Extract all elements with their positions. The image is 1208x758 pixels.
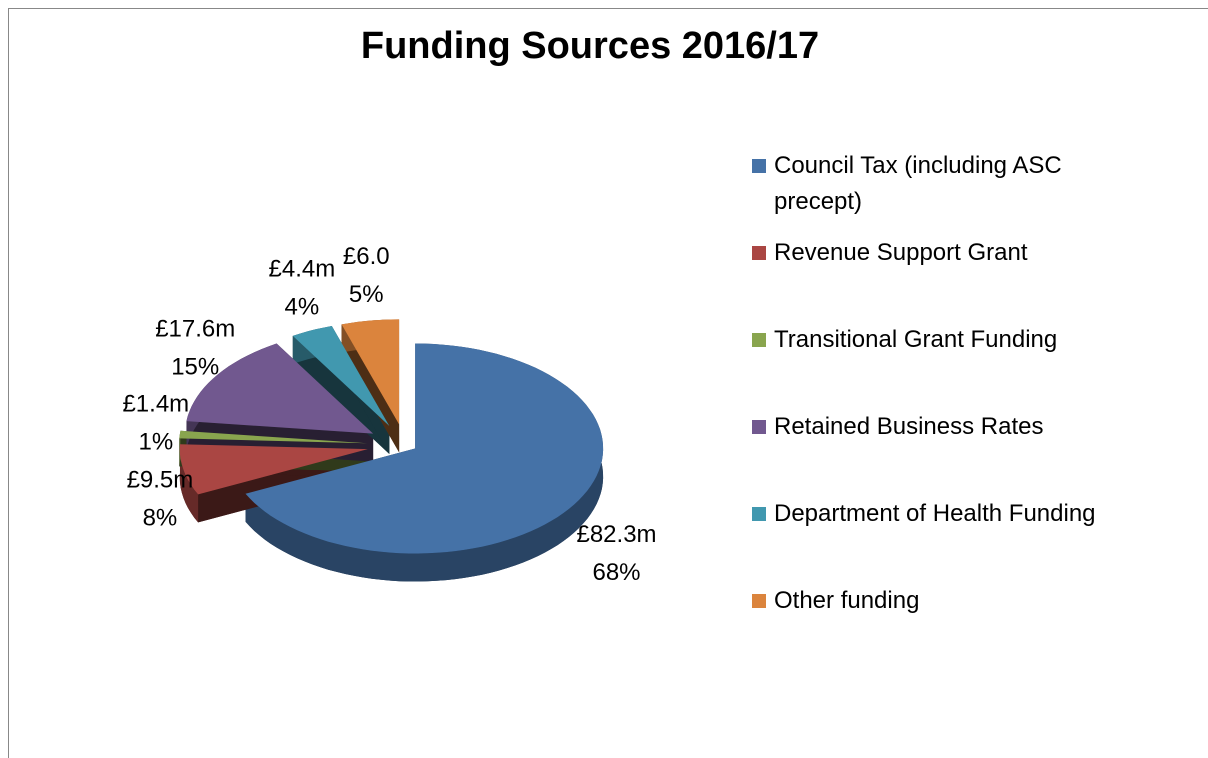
- data-label: 8%: [143, 504, 178, 531]
- slice: [179, 444, 368, 495]
- legend-item: Council Tax (including ASC precept): [752, 148, 1122, 220]
- legend-item: Retained Business Rates: [752, 409, 1122, 445]
- chart-frame: [8, 8, 1208, 758]
- legend-item: Department of Health Funding: [752, 496, 1122, 532]
- slice: [186, 343, 374, 434]
- data-label: £4.4m: [269, 256, 336, 283]
- legend-item: Transitional Grant Funding: [752, 322, 1122, 358]
- slice: [179, 430, 368, 444]
- data-label: 5%: [349, 281, 384, 308]
- legend-label: Retained Business Rates: [774, 413, 1044, 440]
- data-label: 68%: [592, 559, 640, 586]
- data-label: £17.6m: [155, 315, 235, 342]
- legend-item: Revenue Support Grant: [752, 235, 1122, 271]
- legend-swatch: [752, 594, 766, 608]
- slice-wall: [292, 335, 390, 454]
- data-label: £6.0: [343, 243, 390, 270]
- data-label: £1.4m: [122, 391, 189, 418]
- legend-label: Department of Health Funding: [774, 500, 1096, 527]
- slice: [292, 326, 390, 426]
- legend-swatch: [752, 246, 766, 260]
- legend-swatch: [752, 159, 766, 173]
- data-label: £82.3m: [576, 521, 656, 548]
- slice-edge: [179, 444, 199, 523]
- slice: [245, 343, 604, 554]
- data-label: 15%: [171, 353, 219, 380]
- legend-item: Other funding: [752, 583, 1122, 619]
- legend-label: Revenue Support Grant: [774, 239, 1028, 266]
- data-label: 1%: [138, 429, 173, 456]
- data-label: 4%: [285, 294, 320, 321]
- legend-swatch: [752, 420, 766, 434]
- legend-swatch: [752, 333, 766, 347]
- legend-label: Other funding: [774, 587, 920, 614]
- legend-swatch: [752, 507, 766, 521]
- slice: [341, 319, 400, 425]
- chart-title: Funding Sources 2016/17: [361, 25, 819, 67]
- legend-label: Council Tax (including ASC precept): [774, 152, 1062, 215]
- legend-label: Transitional Grant Funding: [774, 326, 1058, 353]
- data-label: £9.5m: [127, 466, 194, 493]
- slice-tops: [179, 319, 604, 554]
